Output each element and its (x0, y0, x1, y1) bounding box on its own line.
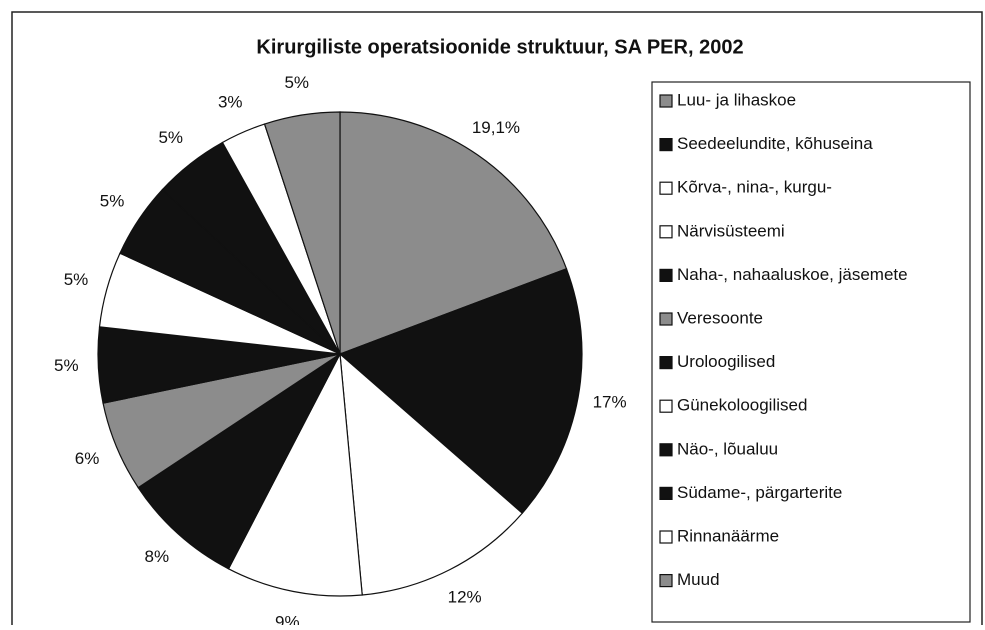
legend-label: Seedeelundite, kõhuseina (677, 134, 873, 153)
chart-title: Kirurgiliste operatsioonide struktuur, S… (256, 36, 743, 58)
data-label: 19,1% (472, 118, 520, 137)
data-label: 17% (593, 392, 627, 411)
legend-swatch (659, 486, 673, 500)
legend-label: Uroloogilised (677, 352, 775, 371)
legend-swatch (659, 443, 673, 457)
legend-swatch (659, 573, 673, 588)
legend-swatch (659, 530, 673, 544)
data-label: 12% (448, 587, 482, 606)
legend-swatch (659, 181, 673, 195)
legend-swatch (659, 94, 673, 108)
pie-slice (339, 111, 568, 355)
legend-swatch (659, 399, 673, 413)
data-label: 6% (75, 449, 100, 468)
data-label: 5% (100, 191, 125, 210)
pie-slice (339, 352, 524, 596)
pie-slice (137, 352, 342, 570)
legend-label: Muud (677, 570, 720, 589)
data-label: 5% (158, 128, 183, 147)
legend-label: Närvisüsteemi (677, 221, 785, 240)
pie-slice (263, 111, 341, 355)
data-label: 5% (284, 73, 309, 92)
data-label: 5% (64, 270, 89, 289)
legend-label: Südame-, pärgarterite (677, 483, 842, 502)
legend-box (651, 81, 971, 623)
legend-label: Naha-, nahaaluskoe, jäsemete (677, 265, 908, 284)
legend-swatch (659, 356, 673, 370)
legend-swatch (659, 268, 673, 282)
data-label: 3% (218, 92, 243, 111)
legend-swatch (659, 312, 673, 326)
data-label: 8% (145, 547, 170, 566)
legend-label: Veresoonte (677, 308, 763, 327)
legend-label: Luu- ja lihaskoe (677, 90, 796, 109)
legend-label: Rinnanäärme (677, 526, 779, 545)
data-label: 5% (54, 356, 79, 375)
legend-label: Kõrva-, nina-, kurgu- (677, 178, 832, 197)
pie-slice (338, 268, 583, 515)
pie-slice (227, 351, 363, 597)
data-label: 9% (275, 612, 300, 625)
legend-swatch (659, 138, 673, 152)
legend-label: Näo-, lõualuu (677, 439, 778, 458)
legend-label: Günekoloogilised (677, 396, 807, 415)
legend-swatch (659, 225, 673, 239)
